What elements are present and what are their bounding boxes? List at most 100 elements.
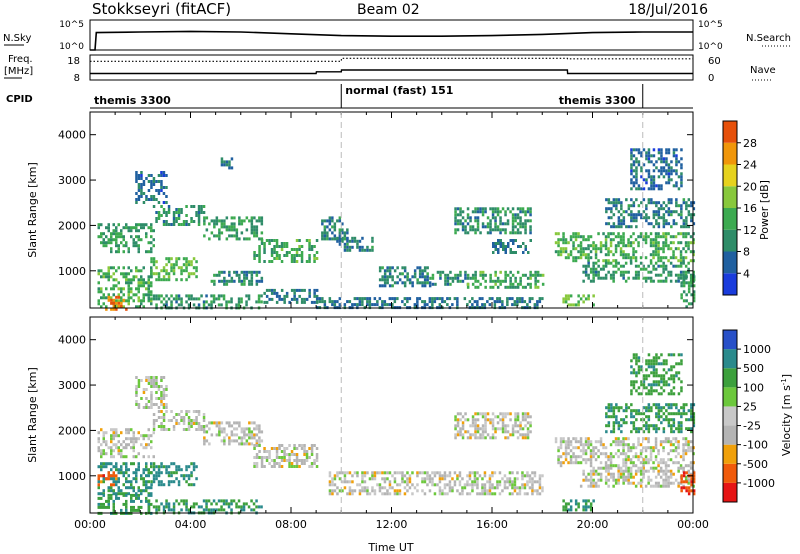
data-cell xyxy=(473,474,477,478)
data-cell xyxy=(582,264,585,268)
data-cell xyxy=(187,272,191,276)
data-cell xyxy=(120,468,123,472)
data-cell xyxy=(501,300,504,304)
data-cell xyxy=(476,210,480,214)
data-cell xyxy=(662,440,665,444)
data-cell xyxy=(584,449,588,453)
data-cell xyxy=(441,297,444,301)
data-cell xyxy=(446,276,450,280)
data-cell xyxy=(418,471,422,475)
data-cell xyxy=(102,492,105,496)
data-cell xyxy=(150,226,153,230)
data-cell xyxy=(481,303,484,307)
data-cell xyxy=(102,505,105,509)
data-cell xyxy=(624,458,628,462)
station-title: Stokkseyri (fitACF) xyxy=(92,0,231,18)
data-cell xyxy=(504,285,507,289)
data-cell xyxy=(675,362,678,366)
data-cell xyxy=(639,267,643,271)
data-cell xyxy=(637,210,641,214)
data-cell xyxy=(526,276,530,280)
data-cell xyxy=(152,422,156,425)
data-cell xyxy=(484,273,487,277)
data-cell xyxy=(300,257,304,260)
data-cell xyxy=(533,474,537,478)
data-cell xyxy=(536,285,540,289)
data-cell xyxy=(662,427,666,431)
data-cell xyxy=(675,406,678,410)
data-cell xyxy=(177,483,181,487)
data-cell xyxy=(461,210,465,214)
data-cell xyxy=(534,273,537,277)
data-cell xyxy=(268,450,271,453)
data-cell xyxy=(248,270,251,274)
data-cell xyxy=(652,181,656,185)
data-cell xyxy=(499,242,502,245)
data-cell xyxy=(677,362,681,366)
data-cell xyxy=(313,291,316,295)
data-cell xyxy=(498,471,502,475)
data-cell xyxy=(376,471,379,475)
data-cell xyxy=(622,461,625,465)
data-cell xyxy=(255,442,259,446)
data-cell xyxy=(587,264,590,268)
data-cell xyxy=(521,222,525,226)
data-cell xyxy=(536,492,539,496)
data-cell xyxy=(386,471,389,475)
data-cell xyxy=(127,474,130,478)
data-cell xyxy=(210,294,213,298)
data-cell xyxy=(381,477,384,481)
data-cell xyxy=(331,219,334,223)
data-cell xyxy=(685,486,688,490)
data-cell xyxy=(632,163,636,167)
data-cell xyxy=(268,453,271,456)
data-cell xyxy=(102,434,105,438)
data-cell xyxy=(197,505,201,509)
data-cell xyxy=(690,213,693,217)
data-cell xyxy=(554,250,558,254)
data-cell xyxy=(172,211,176,214)
data-cell xyxy=(572,446,575,450)
data-cell xyxy=(559,464,563,468)
data-cell xyxy=(655,210,658,214)
data-cell xyxy=(248,436,251,440)
data-cell xyxy=(366,489,369,493)
data-cell xyxy=(273,257,276,260)
data-cell xyxy=(675,371,678,375)
data-cell xyxy=(242,502,246,506)
data-cell xyxy=(594,481,598,485)
data-cell xyxy=(526,474,529,478)
frequency-panel-frame xyxy=(89,54,694,81)
data-cell xyxy=(479,270,482,274)
frequency-label-1: Freq. xyxy=(8,54,33,65)
data-cell xyxy=(642,187,646,191)
data-cell xyxy=(182,422,186,425)
data-cell xyxy=(135,474,138,478)
data-cell xyxy=(150,257,153,261)
data-cell xyxy=(428,474,432,478)
data-cell xyxy=(152,244,155,248)
data-cell xyxy=(401,281,404,285)
data-cell xyxy=(667,406,671,410)
data-cell xyxy=(315,239,319,242)
data-cell xyxy=(441,489,444,493)
data-cell xyxy=(223,225,226,229)
data-cell xyxy=(632,443,635,447)
data-cell xyxy=(255,254,259,257)
data-cell xyxy=(152,455,155,459)
data-cell xyxy=(145,496,148,500)
data-cell xyxy=(177,223,181,226)
data-cell xyxy=(150,180,153,183)
data-cell xyxy=(632,475,635,479)
data-cell xyxy=(182,223,186,226)
data-cell xyxy=(213,219,216,223)
data-cell xyxy=(476,412,480,416)
data-cell xyxy=(682,406,686,410)
data-cell xyxy=(127,250,130,254)
data-cell xyxy=(185,263,188,267)
data-cell xyxy=(265,459,269,462)
data-cell xyxy=(597,270,600,274)
data-cell xyxy=(466,222,470,226)
data-cell xyxy=(310,248,314,251)
data-cell xyxy=(165,410,168,413)
